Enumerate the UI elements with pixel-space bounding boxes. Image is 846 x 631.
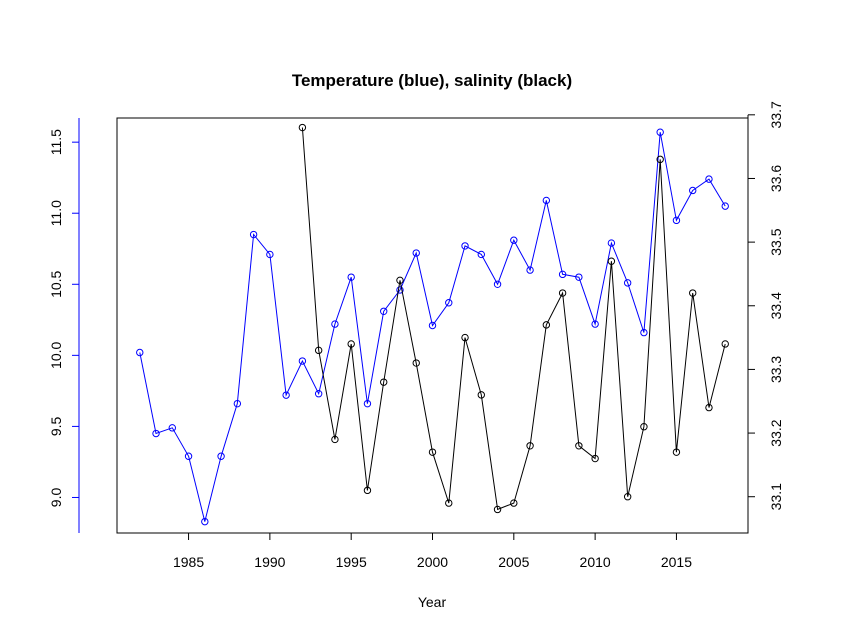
temperature-point — [510, 236, 518, 244]
salinity-point — [623, 493, 632, 501]
temperature-point — [607, 239, 616, 247]
salinity-point — [591, 454, 599, 463]
temperature-point — [445, 299, 453, 307]
salinity-point — [721, 340, 729, 348]
x-tick-label: 1995 — [336, 554, 367, 570]
temperature-point — [380, 307, 388, 315]
left-tick-label: 10.0 — [48, 342, 64, 369]
x-tick-label: 2015 — [661, 554, 692, 570]
x-axis: 1985 1990 1995 2000 2005 2010 2015 — [173, 533, 692, 570]
salinity-point — [656, 155, 664, 164]
salinity-point — [363, 486, 372, 495]
salinity-point — [428, 448, 437, 456]
left-tick-label: 11.0 — [48, 200, 64, 226]
temperature-point — [266, 250, 274, 259]
temperature-point — [282, 391, 290, 399]
left-tick-label: 9.0 — [48, 488, 64, 508]
right-tick-label: 33.3 — [768, 356, 784, 383]
left-axis-temperature: 9.0 9.5 10.0 10.5 11.0 11.5 — [48, 118, 80, 533]
chart-title: Temperature (blue), salinity (black) — [292, 71, 572, 90]
right-tick-label: 33.4 — [768, 292, 784, 319]
x-tick-label: 2005 — [498, 554, 529, 570]
temperature-point — [477, 250, 485, 259]
temperature-point — [201, 517, 209, 526]
temperature-point — [640, 328, 648, 337]
left-tick-label: 11.5 — [48, 129, 64, 155]
salinity-point — [298, 123, 307, 132]
temperature-point — [347, 273, 355, 281]
salinity-point — [380, 378, 388, 386]
salinity-point — [396, 276, 404, 285]
salinity-point — [412, 359, 420, 367]
salinity-point — [672, 448, 681, 456]
right-tick-label: 33.1 — [768, 483, 784, 510]
temperature-point — [526, 266, 534, 274]
temperature-point — [249, 230, 258, 239]
salinity-point — [477, 391, 485, 399]
salinity-point — [510, 499, 518, 507]
temperature-point — [412, 249, 420, 257]
temperature-point — [689, 186, 697, 195]
temperature-point — [672, 216, 681, 225]
salinity-point — [705, 403, 713, 412]
salinity-point — [558, 289, 567, 297]
series-layer — [136, 123, 729, 526]
right-axis-salinity: 33.1 33.2 33.3 33.4 33.5 33.6 33.7 — [747, 101, 784, 510]
left-tick-label: 10.5 — [48, 270, 64, 297]
temperature-point — [428, 321, 437, 330]
temperature-point — [152, 429, 160, 438]
salinity-series-line — [301, 127, 726, 511]
temperature-point — [591, 320, 599, 328]
temperature-point — [721, 202, 729, 210]
temperature-point — [461, 242, 469, 250]
salinity-point — [575, 442, 583, 450]
right-tick-label: 33.2 — [768, 419, 784, 446]
temperature-point — [493, 280, 502, 288]
temperature-point — [558, 270, 567, 279]
salinity-point — [526, 442, 534, 450]
temperature-point — [314, 390, 323, 398]
salinity-point — [331, 435, 339, 444]
salinity-point — [347, 340, 355, 348]
temperature-point — [298, 357, 307, 365]
salinity-point — [607, 257, 616, 265]
salinity-point — [640, 423, 648, 431]
salinity-point — [689, 289, 697, 297]
temperature-point — [575, 273, 583, 281]
temperature-series-line — [139, 132, 726, 522]
temperature-point — [396, 286, 404, 294]
salinity-point — [445, 499, 453, 507]
temperature-point — [331, 320, 339, 328]
x-tick-label: 1990 — [254, 554, 285, 570]
salinity-point — [461, 333, 469, 342]
right-tick-label: 33.6 — [768, 165, 784, 192]
x-tick-label: 2010 — [580, 554, 611, 570]
temperature-point — [542, 196, 551, 205]
right-tick-label: 33.7 — [768, 101, 784, 128]
temperature-point — [233, 399, 242, 408]
temperature-point — [168, 424, 176, 432]
temperature-point — [217, 452, 225, 460]
temperature-point — [656, 128, 664, 136]
x-tick-label: 2000 — [417, 554, 448, 570]
temperature-point — [184, 452, 193, 460]
temperature-point — [363, 399, 372, 408]
left-tick-label: 9.5 — [48, 416, 64, 436]
right-tick-label: 33.5 — [768, 228, 784, 255]
x-axis-label: Year — [418, 594, 447, 610]
x-tick-label: 1985 — [173, 554, 204, 570]
salinity-point — [493, 505, 502, 514]
salinity-point — [314, 346, 323, 355]
temperature-point — [136, 348, 144, 357]
temperature-point — [623, 279, 632, 287]
salinity-point — [542, 321, 551, 329]
temperature-point — [705, 175, 713, 183]
